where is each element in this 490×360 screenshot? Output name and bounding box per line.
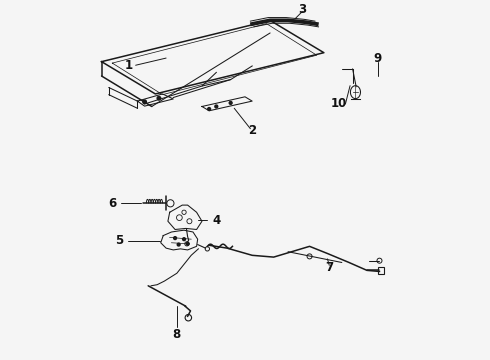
- Circle shape: [215, 105, 218, 108]
- Text: 5: 5: [115, 234, 123, 247]
- Circle shape: [143, 100, 147, 104]
- Text: 8: 8: [173, 328, 181, 341]
- Text: 9: 9: [373, 51, 382, 64]
- Circle shape: [229, 102, 232, 104]
- Circle shape: [177, 243, 180, 246]
- Circle shape: [208, 108, 211, 111]
- Text: 4: 4: [212, 214, 220, 227]
- Text: 3: 3: [298, 3, 306, 16]
- Text: 7: 7: [325, 261, 333, 274]
- Bar: [378, 267, 384, 274]
- Text: 6: 6: [108, 197, 117, 210]
- Text: 2: 2: [248, 124, 256, 137]
- Circle shape: [186, 242, 189, 245]
- Circle shape: [173, 237, 176, 239]
- Text: 10: 10: [331, 98, 347, 111]
- Circle shape: [183, 238, 186, 240]
- Text: 1: 1: [124, 59, 132, 72]
- Circle shape: [157, 96, 161, 100]
